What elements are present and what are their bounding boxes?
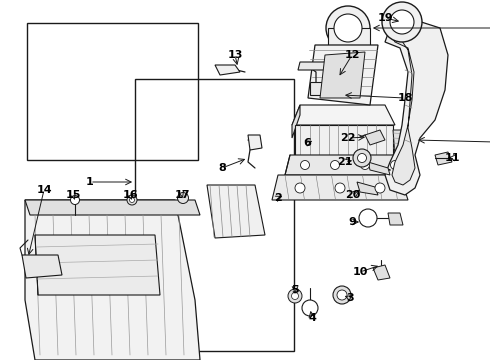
Circle shape [330, 161, 340, 170]
Circle shape [300, 161, 310, 170]
Circle shape [353, 149, 371, 167]
Text: 8: 8 [218, 163, 226, 173]
Text: 19: 19 [377, 13, 393, 23]
Text: 16: 16 [122, 190, 138, 200]
Text: 13: 13 [227, 50, 243, 60]
Polygon shape [292, 105, 300, 138]
Bar [135, 79, 294, 351]
Polygon shape [373, 265, 390, 280]
Text: 6: 6 [303, 138, 311, 148]
Circle shape [129, 198, 134, 202]
Circle shape [334, 14, 362, 42]
Text: 3: 3 [346, 293, 354, 303]
Text: 4: 4 [308, 313, 316, 323]
Bar [27, 23, 198, 160]
Text: 17: 17 [174, 190, 190, 200]
Polygon shape [388, 213, 403, 225]
Circle shape [335, 183, 345, 193]
Circle shape [337, 290, 347, 300]
Polygon shape [215, 65, 240, 75]
Text: 21: 21 [337, 157, 353, 167]
Polygon shape [328, 28, 370, 45]
Polygon shape [385, 20, 448, 195]
Text: 2: 2 [274, 193, 282, 203]
Circle shape [361, 161, 369, 170]
Polygon shape [298, 62, 350, 70]
Circle shape [333, 286, 351, 304]
Circle shape [295, 183, 305, 193]
Circle shape [302, 300, 318, 316]
Text: 22: 22 [340, 133, 356, 143]
Circle shape [288, 289, 302, 303]
Circle shape [358, 153, 367, 162]
Polygon shape [320, 52, 365, 98]
Text: 10: 10 [352, 267, 368, 277]
Text: 18: 18 [397, 93, 413, 103]
Circle shape [127, 195, 137, 205]
Polygon shape [368, 162, 390, 175]
Polygon shape [365, 130, 385, 145]
Circle shape [375, 183, 385, 193]
Polygon shape [25, 200, 200, 360]
Circle shape [382, 2, 422, 42]
Circle shape [177, 193, 189, 203]
Circle shape [390, 10, 414, 34]
Polygon shape [22, 255, 62, 278]
Text: 12: 12 [344, 50, 360, 60]
Polygon shape [357, 182, 378, 195]
Polygon shape [25, 200, 200, 215]
Polygon shape [285, 155, 400, 175]
Text: 11: 11 [444, 153, 460, 163]
Circle shape [391, 161, 399, 170]
Circle shape [292, 292, 298, 300]
Text: 15: 15 [65, 190, 81, 200]
Text: 14: 14 [36, 185, 52, 195]
Polygon shape [308, 45, 378, 105]
Text: 5: 5 [291, 285, 299, 295]
Polygon shape [388, 32, 415, 185]
Text: 9: 9 [348, 217, 356, 227]
Polygon shape [393, 130, 408, 155]
Circle shape [326, 6, 370, 50]
Text: 1: 1 [86, 177, 94, 187]
Circle shape [359, 209, 377, 227]
Polygon shape [272, 175, 408, 200]
Polygon shape [295, 125, 393, 155]
Polygon shape [207, 185, 265, 238]
Polygon shape [435, 152, 452, 165]
Polygon shape [310, 82, 338, 95]
Polygon shape [35, 235, 160, 295]
Circle shape [71, 195, 79, 204]
Text: 20: 20 [345, 190, 361, 200]
Polygon shape [248, 135, 262, 150]
Polygon shape [292, 105, 395, 125]
